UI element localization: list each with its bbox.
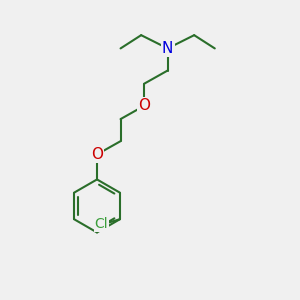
Text: O: O [91,147,103,162]
Text: O: O [138,98,150,113]
Text: N: N [162,41,173,56]
Text: Cl: Cl [95,217,108,231]
